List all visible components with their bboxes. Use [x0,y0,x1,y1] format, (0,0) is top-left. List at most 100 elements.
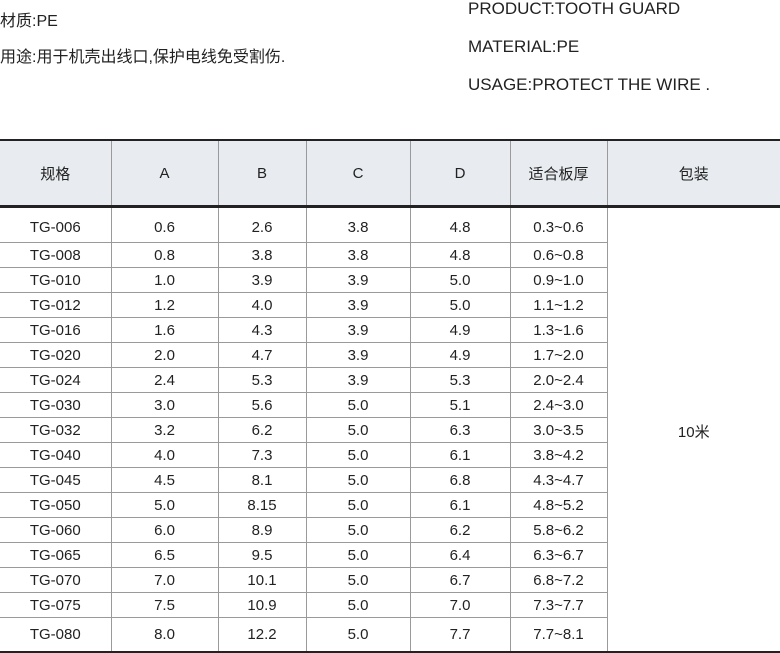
cell-spec: TG-020 [0,342,112,368]
header-row: 规格 A B C D 适合板厚 包装 [0,139,780,208]
usage-en: USAGE:PROTECT THE WIRE . [468,75,711,94]
cell-thickness: 5.8~6.2 [509,517,608,543]
cell-c: 5.0 [305,442,411,468]
cell-a: 5.0 [110,492,219,518]
cell-a: 3.0 [110,392,219,418]
table-row: TG-032 3.2 6.2 5.0 6.3 3.0~3.5 [0,417,780,443]
cell-c: 5.0 [305,492,411,518]
cell-c: 3.9 [305,317,411,343]
cell-thickness: 0.3~0.6 [509,206,608,243]
cell-spec: TG-075 [0,592,112,618]
header-d: D [409,139,511,208]
table-row: TG-045 4.5 8.1 5.0 6.8 4.3~4.7 [0,467,780,493]
cell-d: 6.1 [409,442,511,468]
cell-d: 5.0 [409,292,511,318]
cell-c: 5.0 [305,517,411,543]
cell-c: 5.0 [305,417,411,443]
cell-thickness: 1.7~2.0 [509,342,608,368]
cell-c: 3.9 [305,292,411,318]
cell-a: 0.8 [110,242,219,268]
cell-b: 5.6 [217,392,307,418]
cell-thickness: 1.3~1.6 [509,317,608,343]
cell-b: 4.0 [217,292,307,318]
header-a: A [110,139,219,208]
cell-d: 5.0 [409,267,511,293]
cell-a: 7.0 [110,567,219,593]
cell-d: 5.1 [409,392,511,418]
cell-thickness: 7.3~7.7 [509,592,608,618]
cell-thickness: 3.8~4.2 [509,442,608,468]
cell-b: 3.9 [217,267,307,293]
cell-b: 3.8 [217,242,307,268]
cell-d: 6.3 [409,417,511,443]
cell-b: 7.3 [217,442,307,468]
cell-c: 5.0 [305,467,411,493]
table-row: TG-075 7.5 10.9 5.0 7.0 7.3~7.7 [0,592,780,618]
cell-thickness: 7.7~8.1 [509,617,608,653]
material-cn: 材质:PE [0,13,58,30]
cell-spec: TG-065 [0,542,112,568]
cell-spec: TG-060 [0,517,112,543]
cell-thickness: 1.1~1.2 [509,292,608,318]
table-row: TG-024 2.4 5.3 3.9 5.3 2.0~2.4 [0,367,780,393]
cell-c: 5.0 [305,542,411,568]
cell-a: 1.2 [110,292,219,318]
cell-b: 5.3 [217,367,307,393]
cell-spec: TG-024 [0,367,112,393]
cell-c: 3.9 [305,342,411,368]
cell-d: 6.4 [409,542,511,568]
cell-d: 4.9 [409,317,511,343]
cell-a: 1.0 [110,267,219,293]
cell-thickness: 2.0~2.4 [509,367,608,393]
cell-b: 8.15 [217,492,307,518]
cell-d: 4.8 [409,206,511,243]
cell-thickness: 4.3~4.7 [509,467,608,493]
cell-packaging: 10米 [606,206,780,653]
cell-c: 5.0 [305,617,411,653]
header-c: C [305,139,411,208]
cell-spec: TG-016 [0,317,112,343]
cell-spec: TG-080 [0,617,112,653]
header-thickness: 适合板厚 [509,139,608,208]
table-row: TG-065 6.5 9.5 5.0 6.4 6.3~6.7 [0,542,780,568]
cell-d: 6.7 [409,567,511,593]
header-packaging: 包装 [606,139,780,208]
spec-table: 规格 A B C D 适合板厚 包装 TG-006 0.6 2.6 3.8 4.8 0.3… [0,139,780,653]
usage-cn: 用途:用于机壳出线口,保护电线免受割伤. [0,49,286,66]
cell-d: 4.9 [409,342,511,368]
cell-d: 6.8 [409,467,511,493]
cell-d: 7.0 [409,592,511,618]
cell-b: 10.9 [217,592,307,618]
cell-thickness: 3.0~3.5 [509,417,608,443]
cell-a: 6.0 [110,517,219,543]
cell-b: 9.5 [217,542,307,568]
cell-a: 2.4 [110,367,219,393]
cell-b: 8.1 [217,467,307,493]
cell-a: 7.5 [110,592,219,618]
cell-spec: TG-045 [0,467,112,493]
cell-spec: TG-030 [0,392,112,418]
cell-a: 0.6 [110,206,219,243]
cell-thickness: 0.6~0.8 [509,242,608,268]
cell-b: 8.9 [217,517,307,543]
cell-spec: TG-010 [0,267,112,293]
cell-c: 5.0 [305,392,411,418]
material-en: MATERIAL:PE [468,37,580,56]
cell-spec: TG-070 [0,567,112,593]
cell-spec: TG-012 [0,292,112,318]
cell-a: 4.0 [110,442,219,468]
cell-a: 3.2 [110,417,219,443]
table-row: TG-040 4.0 7.3 5.0 6.1 3.8~4.2 [0,442,780,468]
table-row: TG-050 5.0 8.15 5.0 6.1 4.8~5.2 [0,492,780,518]
header-spec: 规格 [0,139,112,208]
cell-b: 2.6 [217,206,307,243]
product-en: PRODUCT:TOOTH GUARD [468,0,681,18]
cell-c: 3.8 [305,242,411,268]
cell-c: 5.0 [305,567,411,593]
table-row: TG-006 0.6 2.6 3.8 4.8 0.3~0.6 10米 [0,206,780,653]
table-row: TG-012 1.2 4.0 3.9 5.0 1.1~1.2 [0,292,780,318]
cell-b: 4.7 [217,342,307,368]
cell-c: 5.0 [305,592,411,618]
cell-spec: TG-006 [0,206,112,243]
cell-a: 2.0 [110,342,219,368]
